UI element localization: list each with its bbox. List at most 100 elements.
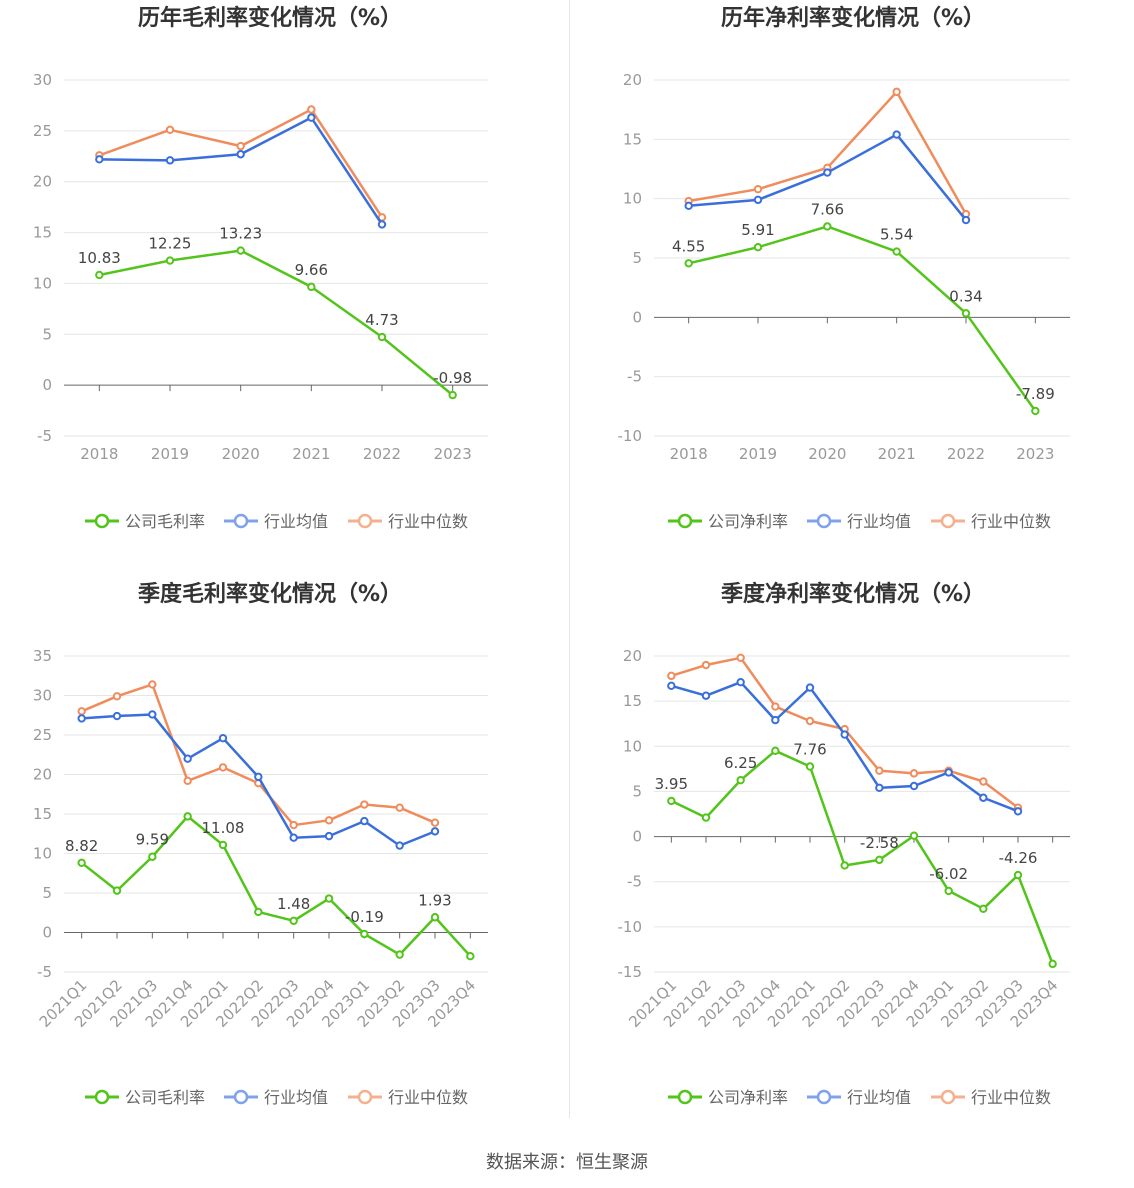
legend-item-median: 行业中位数 bbox=[931, 1088, 1051, 1107]
legend-marker-icon bbox=[816, 1089, 832, 1105]
y-tick-label: 5 bbox=[42, 884, 52, 902]
data-point-avg bbox=[875, 783, 884, 793]
x-tick-label: 2020 bbox=[222, 445, 260, 463]
data-point-median bbox=[324, 816, 334, 825]
data-label: 1.48 bbox=[277, 895, 310, 913]
y-tick-label: 10 bbox=[623, 737, 642, 755]
data-point-avg bbox=[805, 683, 815, 692]
y-tick-label: 20 bbox=[623, 647, 642, 665]
data-point-company bbox=[753, 243, 763, 252]
data-label: 7.76 bbox=[793, 741, 826, 759]
data-point-avg bbox=[701, 691, 711, 700]
y-tick-label: 5 bbox=[632, 782, 642, 800]
y-tick-label: -5 bbox=[37, 427, 52, 445]
y-tick-label: 0 bbox=[632, 828, 642, 846]
data-point-avg bbox=[823, 168, 832, 177]
data-point-median bbox=[360, 800, 369, 809]
legend-item-median: 行业中位数 bbox=[931, 512, 1051, 531]
y-tick-label: -5 bbox=[627, 873, 642, 891]
chart-title: 季度毛利率变化情况（%） bbox=[138, 581, 402, 607]
x-tick-label: 2019 bbox=[151, 445, 189, 463]
legend-label: 行业均值 bbox=[264, 1088, 328, 1107]
data-point-avg bbox=[736, 677, 745, 687]
legend-marker-icon bbox=[940, 1089, 956, 1105]
x-tick-label: 2022 bbox=[947, 445, 985, 463]
data-point-company bbox=[395, 950, 404, 959]
data-point-company bbox=[875, 855, 884, 865]
legend-label: 行业中位数 bbox=[971, 1088, 1051, 1107]
series-line-median bbox=[81, 683, 436, 827]
data-point-avg bbox=[236, 150, 245, 159]
legend-marker-icon bbox=[677, 513, 693, 529]
y-tick-label: 30 bbox=[33, 687, 52, 705]
data-point-avg bbox=[771, 715, 780, 725]
data-point-avg bbox=[254, 772, 263, 782]
data-point-median bbox=[909, 769, 919, 778]
legend-label: 行业均值 bbox=[264, 512, 328, 531]
data-point-company bbox=[840, 861, 849, 870]
series-line-company bbox=[670, 749, 1054, 965]
data-point-company bbox=[148, 852, 157, 861]
data-point-median bbox=[771, 702, 780, 711]
data-label: 1.93 bbox=[418, 891, 451, 909]
data-point-company bbox=[736, 775, 745, 785]
y-tick-label: 15 bbox=[33, 224, 52, 242]
data-point-median bbox=[77, 707, 86, 716]
y-tick-label: 25 bbox=[33, 122, 52, 140]
x-tick-label: 2023 bbox=[434, 445, 472, 463]
data-point-avg bbox=[112, 711, 122, 721]
legend-label: 行业均值 bbox=[847, 512, 911, 531]
series-line-company bbox=[99, 249, 454, 397]
data-label: -0.19 bbox=[345, 908, 384, 926]
y-tick-label: 10 bbox=[623, 190, 642, 208]
legend-marker-icon bbox=[94, 1089, 110, 1105]
y-tick-label: -15 bbox=[618, 963, 643, 981]
chart-title: 季度净利率变化情况（%） bbox=[721, 581, 985, 607]
data-point-avg bbox=[395, 841, 404, 850]
series-line-company bbox=[80, 815, 472, 958]
data-label: 0.34 bbox=[949, 287, 982, 305]
x-tick-label: 2022 bbox=[363, 445, 401, 463]
y-tick-label: 20 bbox=[33, 173, 52, 191]
data-point-company bbox=[1031, 406, 1040, 416]
data-label: -4.26 bbox=[999, 849, 1038, 867]
legend-marker-icon bbox=[816, 513, 832, 529]
data-point-company bbox=[961, 309, 971, 318]
data-label: 4.73 bbox=[365, 311, 398, 329]
annual-net-margin-chart: 历年净利率变化情况（%） -10 -5 0 5 10 15 20 2018 2019 2020 202… bbox=[583, 0, 1134, 576]
x-tick-label: 2018 bbox=[80, 445, 118, 463]
data-point-company bbox=[183, 812, 192, 821]
data-point-avg bbox=[961, 215, 971, 225]
data-point-median bbox=[701, 660, 711, 670]
data-point-median bbox=[736, 653, 745, 663]
y-tick-label: 15 bbox=[623, 692, 642, 710]
data-point-avg bbox=[979, 793, 988, 802]
y-tick-label: 15 bbox=[623, 130, 642, 148]
y-tick-label: 5 bbox=[632, 249, 642, 267]
data-point-company bbox=[360, 929, 369, 939]
data-point-avg bbox=[1013, 807, 1023, 816]
data-point-company bbox=[1048, 959, 1057, 969]
data-point-avg bbox=[183, 754, 192, 763]
data-point-avg bbox=[360, 816, 369, 826]
y-tick-label: 20 bbox=[33, 766, 52, 784]
data-point-median bbox=[218, 763, 228, 772]
legend-marker-icon bbox=[233, 513, 249, 529]
legend-item-avg: 行业均值 bbox=[807, 512, 911, 531]
legend-item-avg: 行业均值 bbox=[224, 512, 328, 531]
data-point-median bbox=[667, 671, 676, 681]
data-label: 9.59 bbox=[136, 831, 169, 849]
data-label: 12.25 bbox=[149, 235, 192, 253]
data-point-company bbox=[823, 222, 832, 231]
data-point-median bbox=[892, 87, 901, 97]
data-point-median bbox=[165, 125, 175, 135]
data-point-median bbox=[430, 818, 440, 827]
legend-marker-icon bbox=[357, 513, 373, 529]
data-point-company bbox=[979, 904, 988, 913]
data-point-avg bbox=[377, 220, 387, 229]
data-point-median bbox=[753, 184, 763, 194]
data-point-avg bbox=[289, 833, 298, 842]
data-point-company bbox=[112, 886, 122, 895]
data-point-company bbox=[236, 246, 245, 255]
data-point-company bbox=[892, 247, 901, 256]
